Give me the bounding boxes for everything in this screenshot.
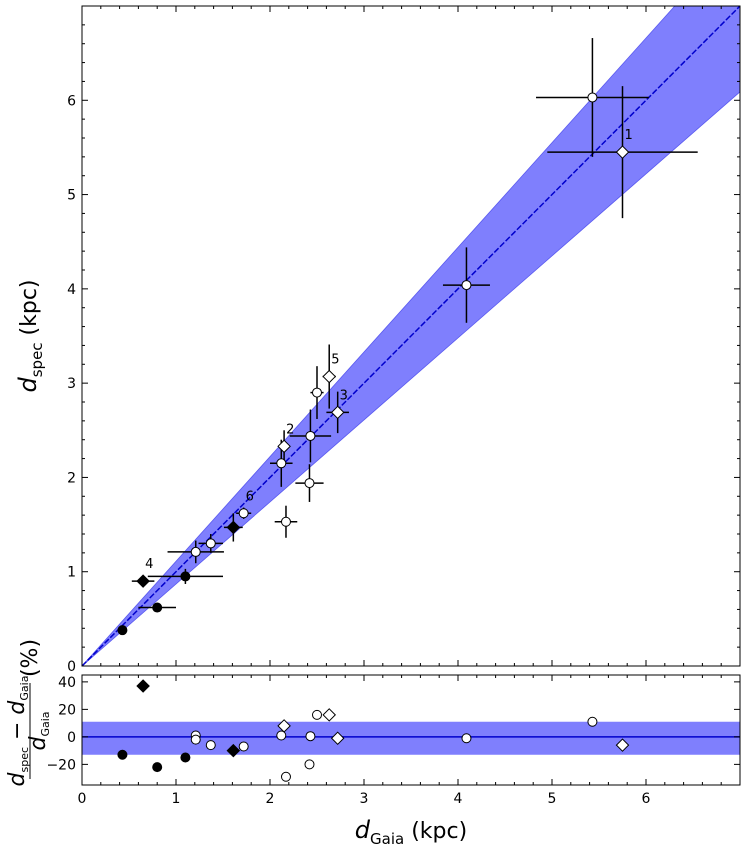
open-circle-marker — [205, 538, 216, 549]
open-diamond-marker — [330, 731, 345, 746]
open-diamond-marker — [615, 145, 630, 159]
star-label: 4 — [145, 557, 153, 572]
x-label-unit: (kpc) — [404, 819, 467, 844]
open-circle-marker — [190, 734, 201, 745]
residual-label-unit: (%) — [18, 639, 43, 677]
filled-diamond-marker — [136, 679, 150, 693]
main-y-axis-label: dspec (kpc) — [14, 279, 46, 392]
open-circle-marker — [461, 280, 472, 291]
filled-circle-marker — [180, 571, 191, 582]
open-diamond-marker — [277, 719, 291, 733]
open-circle-marker — [461, 733, 472, 744]
filled-diamond-marker — [226, 743, 241, 758]
filled-circle-marker — [152, 762, 163, 773]
residual-panel: 0 1 2 3 4 5 6 −20 0 20 40 — [46, 674, 741, 807]
star-label: 5 — [331, 353, 339, 368]
open-circle-marker — [304, 759, 315, 770]
filled-diamond-marker — [226, 520, 241, 535]
star-label: 6 — [246, 489, 254, 504]
x-tick-label: 6 — [642, 791, 651, 807]
open-diamond-marker — [322, 369, 337, 384]
filled-circle-marker — [117, 749, 128, 760]
open-circle-marker — [587, 92, 598, 103]
y-tick-label: 2 — [67, 470, 76, 486]
open-diamond-marker — [277, 439, 291, 454]
y-tick-label: 20 — [58, 702, 76, 718]
x-axis-label: dGaia (kpc) — [355, 816, 467, 848]
y-tick-label: 0 — [67, 730, 76, 746]
open-diamond-marker — [615, 738, 630, 752]
x-tick-label: 2 — [266, 791, 275, 807]
star-label: 3 — [340, 388, 348, 403]
y-tick-label: 4 — [67, 282, 76, 298]
y-tick-label: 40 — [58, 675, 76, 691]
open-circle-marker — [190, 546, 201, 557]
open-circle-marker — [205, 740, 216, 751]
y-label-main: d — [14, 377, 42, 393]
residual-band — [82, 721, 740, 755]
filled-circle-marker — [117, 625, 128, 636]
residual-data-points — [117, 679, 630, 782]
open-circle-marker — [276, 730, 287, 741]
open-diamond-marker — [322, 708, 337, 722]
main-frame — [81, 5, 741, 667]
open-circle-marker — [304, 478, 315, 489]
open-circle-marker — [312, 387, 322, 398]
y-label-unit: (kpc) — [17, 279, 42, 342]
open-circle-marker — [276, 458, 287, 469]
open-circle-marker — [238, 508, 249, 519]
filled-diamond-marker — [136, 574, 150, 588]
open-circle-marker — [312, 709, 322, 720]
x-tick-label: 5 — [548, 791, 557, 807]
residual-frame — [81, 674, 741, 786]
x-tick-label: 4 — [454, 791, 463, 807]
main-data-points: 4 6 2 5 3 1 — [117, 38, 698, 636]
open-diamond-marker — [330, 405, 345, 420]
open-circle-marker — [305, 731, 316, 742]
residual-label-denominator: dGaia — [26, 711, 52, 750]
y-tick-label: 3 — [67, 376, 76, 392]
y-label-sub: spec — [28, 342, 46, 377]
y-tick-label: 1 — [67, 565, 76, 581]
y-tick-label: 5 — [67, 188, 76, 204]
residual-label-numerator: dspec − dGaia — [5, 676, 31, 787]
open-circle-marker — [305, 430, 316, 441]
fit-line — [82, 6, 740, 666]
y-tick-label: −20 — [46, 757, 76, 773]
x-tick-label: 3 — [360, 791, 369, 807]
x-label-sub: Gaia — [370, 830, 404, 848]
star-label: 2 — [286, 422, 294, 437]
main-panel: 4 6 2 5 3 1 0 1 2 3 4 5 6 — [67, 5, 741, 675]
open-circle-marker — [587, 716, 598, 727]
y-tick-label: 0 — [67, 659, 76, 675]
residual-ticks: 0 1 2 3 4 5 6 −20 0 20 40 — [46, 675, 740, 807]
open-circle-marker — [280, 516, 291, 527]
star-label: 1 — [625, 128, 633, 143]
y-tick-label: 6 — [67, 93, 76, 109]
residual-y-axis-label: dspec − dGaia dGaia (%) — [5, 639, 52, 787]
open-circle-marker — [280, 771, 291, 782]
x-tick-label: 1 — [172, 791, 181, 807]
filled-circle-marker — [180, 752, 191, 763]
x-label-main: d — [355, 816, 371, 844]
x-tick-label: 0 — [78, 791, 87, 807]
filled-circle-marker — [152, 602, 163, 613]
open-circle-marker — [238, 741, 249, 752]
